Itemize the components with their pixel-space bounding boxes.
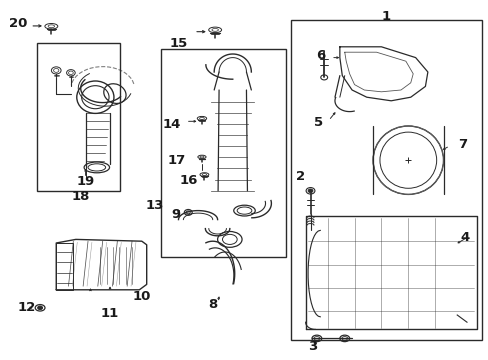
Text: 14: 14 [162, 118, 181, 131]
Text: 18: 18 [71, 190, 90, 203]
Text: 8: 8 [208, 298, 217, 311]
Text: 10: 10 [132, 291, 151, 303]
Ellipse shape [307, 189, 312, 193]
Text: 12: 12 [17, 301, 35, 314]
Text: 9: 9 [171, 208, 181, 221]
Text: 4: 4 [459, 231, 468, 244]
Text: 16: 16 [179, 174, 198, 186]
Text: 17: 17 [167, 154, 185, 167]
Text: 20: 20 [8, 17, 27, 30]
Text: 6: 6 [315, 49, 325, 62]
Bar [37, 43, 120, 191]
Bar [290, 20, 481, 340]
Bar [161, 49, 285, 257]
Text: 3: 3 [307, 340, 317, 353]
Text: 7: 7 [457, 138, 466, 150]
Text: 2: 2 [296, 170, 305, 183]
Text: 5: 5 [313, 116, 322, 129]
Ellipse shape [38, 306, 42, 310]
Bar [56, 243, 73, 290]
Text: 13: 13 [145, 199, 163, 212]
Text: 11: 11 [101, 307, 119, 320]
Text: 15: 15 [170, 37, 188, 50]
Text: 19: 19 [76, 175, 95, 188]
Text: 1: 1 [381, 10, 390, 23]
